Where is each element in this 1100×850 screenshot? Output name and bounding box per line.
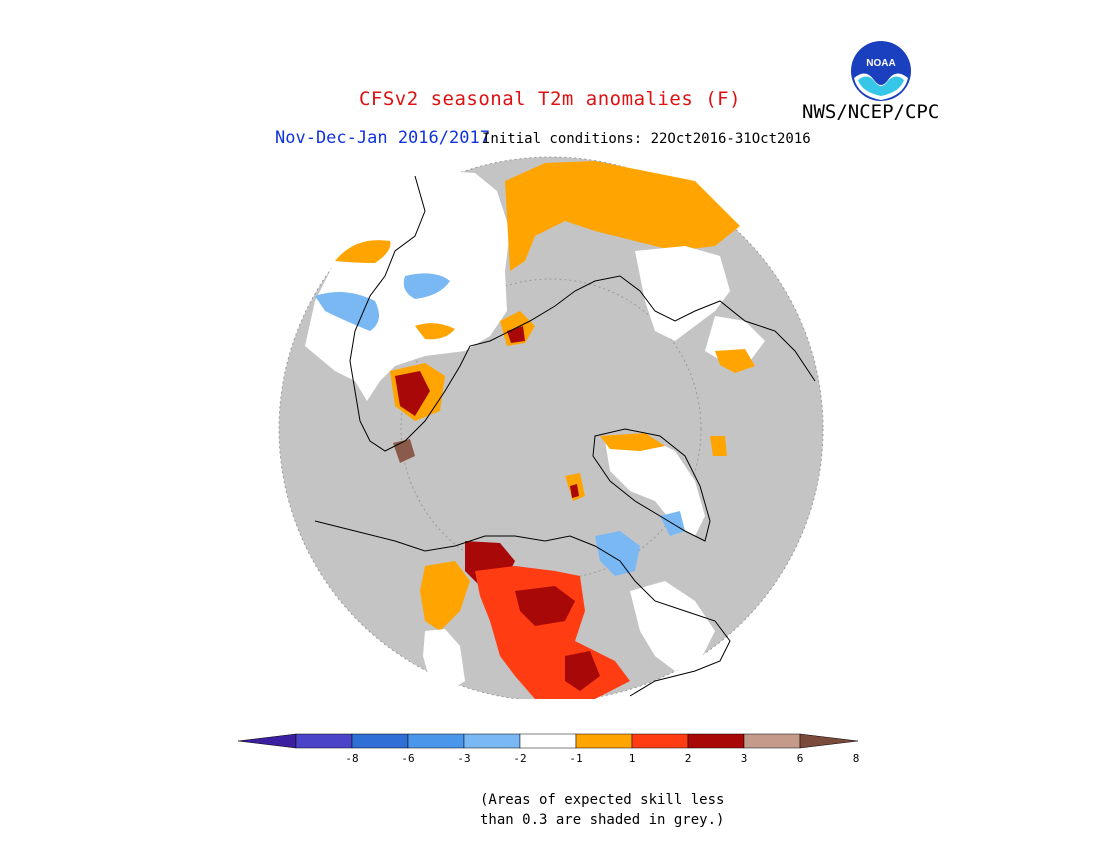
- anomaly-white-east-siberia: [635, 246, 730, 341]
- anomaly-white-north-atlantic: [630, 581, 715, 671]
- skill-note-line-2: than 0.3 are shaded in grey.): [480, 812, 725, 828]
- color-legend: -8 -6 -3 -2 -1 1 2 3 6 8: [238, 733, 860, 765]
- legend-tick-label: 2: [685, 752, 692, 765]
- legend-swatch: [631, 733, 689, 749]
- coastline-north-america: [314, 520, 731, 697]
- anomaly-darkred-hudson: [515, 586, 575, 626]
- organization-label: NWS/NCEP/CPC: [802, 101, 940, 123]
- legend-swatch-above-max: [799, 733, 859, 749]
- anomaly-orange-scandinavia: [335, 240, 391, 263]
- legend-tick-label: 1: [629, 752, 636, 765]
- legend-tick-label: 3: [741, 752, 748, 765]
- anomaly-blue-europe: [315, 292, 379, 331]
- anomaly-orange-siberia: [505, 161, 740, 271]
- legend-swatch: [351, 733, 409, 749]
- anomaly-map: [275, 151, 826, 699]
- anomaly-brown-middle-east: [393, 439, 415, 463]
- legend-swatch: [407, 733, 465, 749]
- legend-swatch: [295, 733, 353, 749]
- legend-tick-label: -8: [345, 752, 358, 765]
- legend-swatch: [519, 733, 577, 749]
- legend-tick-label: -6: [401, 752, 414, 765]
- legend-swatch: [743, 733, 801, 749]
- chart-title: CFSv2 seasonal T2m anomalies (F): [358, 88, 742, 110]
- legend-swatch: [687, 733, 745, 749]
- period-label: Nov-Dec-Jan 2016/2017: [275, 128, 490, 148]
- skill-note: (Areas of expected skill less than 0.3 a…: [480, 790, 724, 830]
- svg-text:NOAA: NOAA: [866, 58, 895, 69]
- legend-tick-label: -3: [457, 752, 470, 765]
- anomaly-blue-labrador: [595, 531, 640, 576]
- legend-swatch: [463, 733, 521, 749]
- anomaly-orange-iceland: [710, 436, 727, 456]
- anomaly-blue-russia: [403, 273, 450, 299]
- legend-tick-label: -2: [513, 752, 526, 765]
- outside-cap-area: [275, 151, 826, 699]
- initial-conditions-label: Initial conditions: 22Oct2016-31Oct2016: [482, 131, 811, 147]
- anomaly-orange-pacific-nw: [420, 561, 470, 631]
- legend-swatch-below-min: [238, 733, 297, 749]
- anomaly-white-us-west: [423, 629, 465, 691]
- anomaly-darkred-central-asia: [395, 371, 430, 416]
- anomaly-darkred-east-canada: [565, 651, 600, 691]
- coastline-greenland: [592, 428, 711, 542]
- legend-tick-label: 6: [797, 752, 804, 765]
- skill-note-line-1: (Areas of expected skill less: [480, 792, 725, 808]
- anomaly-orange-russia-small: [415, 323, 455, 340]
- anomaly-darkred-canadian-arctic: [570, 484, 579, 498]
- anomaly-orange-greenland-north: [600, 433, 665, 451]
- anomaly-orange-far-east: [715, 349, 755, 373]
- noaa-logo: NOAA: [851, 41, 911, 101]
- legend-tick-label: 8: [853, 752, 860, 765]
- legend-swatch: [575, 733, 633, 749]
- coastline-eurasia: [349, 175, 816, 452]
- legend-tick-label: -1: [569, 752, 582, 765]
